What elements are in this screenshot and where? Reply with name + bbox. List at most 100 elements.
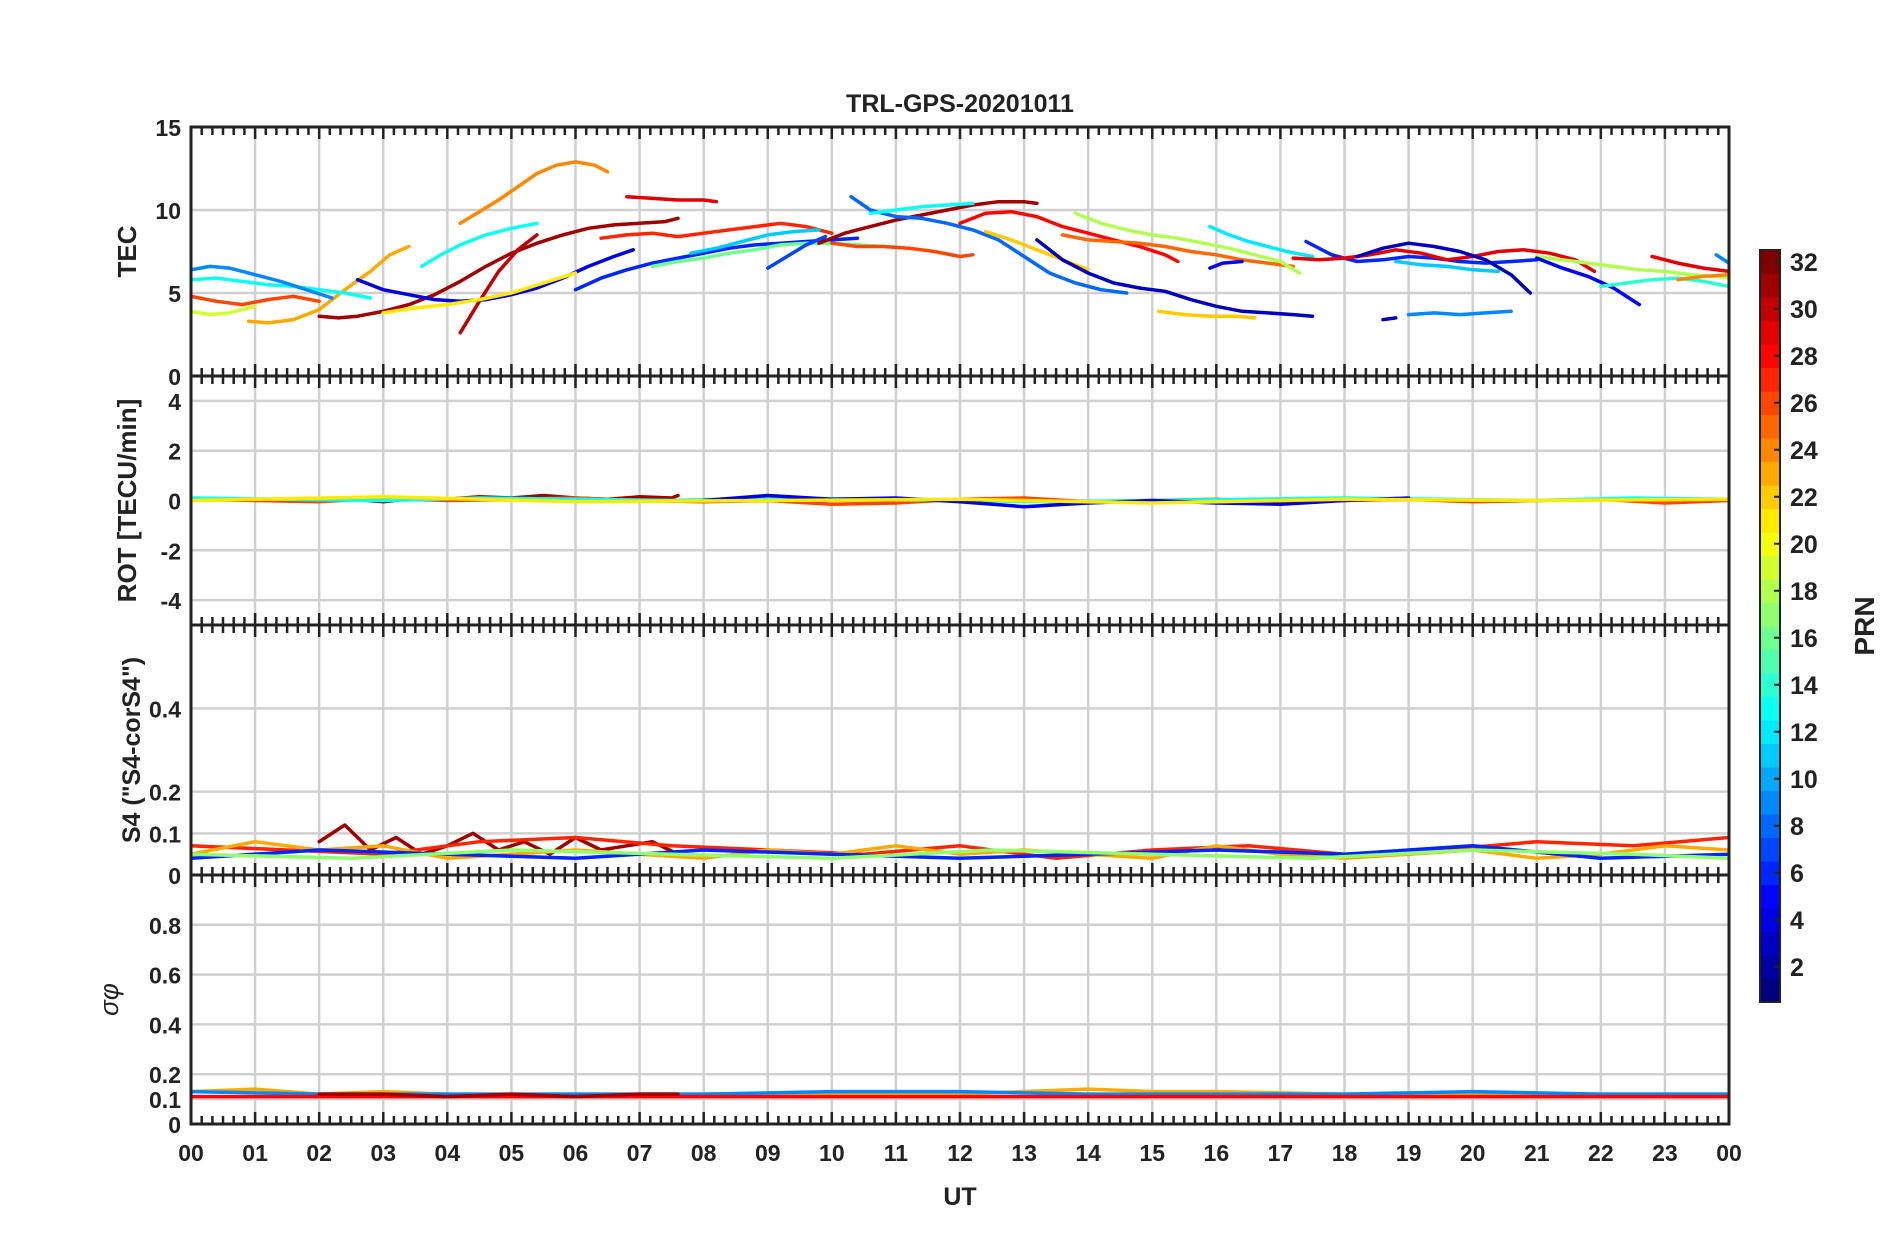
series-prn-3: [1381, 316, 1398, 322]
colorbar-tick-label: 14: [1790, 672, 1818, 700]
colorbar-label: PRN: [1849, 596, 1880, 655]
colorbar-tick-label: 16: [1790, 625, 1818, 653]
colorbar-tick-label: 10: [1790, 766, 1818, 794]
y-axis-label: S4 ("S4-corS4"): [118, 657, 146, 843]
colorbar-band: [1760, 485, 1780, 510]
colorbar-tick-label: 28: [1790, 343, 1818, 371]
series-prn-31: [317, 1092, 680, 1099]
y-tick-label: 0.1: [149, 821, 181, 847]
x-tick-label: 06: [563, 1140, 589, 1166]
x-tick-label: 00: [1716, 1140, 1742, 1166]
series-prn-5: [1535, 256, 1642, 307]
colorbar-band: [1760, 250, 1780, 275]
x-tick-label: 09: [755, 1140, 781, 1166]
colorbar-band: [1760, 579, 1780, 604]
series-group-rot: [191, 493, 1729, 509]
y-tick-label: 0.1: [149, 1087, 181, 1113]
series-prn-26: [830, 241, 975, 259]
series-prn-3: [1355, 241, 1533, 295]
panel-rot: -4 -2 0 2 4 ROT [TECU/min]: [112, 374, 1731, 627]
panel-sigma-phi: 00.10.2 0.4 0.6 0.8 σφ: [94, 873, 1731, 1138]
x-tick-label: 03: [370, 1140, 396, 1166]
colorbar-tick-label: 32: [1790, 249, 1818, 277]
colorbar-tick-label: 2: [1790, 954, 1804, 982]
colorbar-tick-label: 4: [1790, 907, 1804, 935]
x-tick-label: 19: [1396, 1140, 1422, 1166]
panel-s4: 0 0.1 0.2 0.4S4 ("S4-corS4"): [118, 623, 1731, 889]
colorbar-band: [1760, 814, 1780, 839]
colorbar-tick-label: 18: [1790, 578, 1818, 606]
y-tick-label: 5: [168, 281, 181, 307]
series-prn-13: [419, 221, 539, 269]
series-prn-21: [381, 271, 578, 315]
y-tick-label: 0: [168, 863, 181, 889]
x-ticks-s4: [189, 625, 1731, 875]
series-prn-29: [1650, 254, 1729, 274]
x-ticks-sigma-phi: [189, 875, 1731, 1124]
series-prn-9: [191, 264, 334, 300]
colorbar-band: [1760, 626, 1780, 651]
x-tick-label: 16: [1204, 1140, 1230, 1166]
colorbar-band: [1760, 438, 1780, 463]
y-tick-label: 2: [168, 439, 181, 465]
y-tick-label: 4: [168, 389, 181, 415]
panel-tec: 0 5 10 15 TEC: [112, 115, 1731, 390]
x-tick-label: 20: [1460, 1140, 1486, 1166]
colorbar-tick-label: 6: [1790, 860, 1804, 888]
colorbar-tick-label: 26: [1790, 390, 1818, 418]
series-prn-31: [817, 199, 1039, 245]
series-prn-21: [191, 495, 1729, 505]
x-tick-label: 10: [819, 1140, 845, 1166]
series-prn-7: [766, 234, 828, 270]
chart-title: TRL-GPS-20201011: [846, 90, 1074, 118]
series-prn-17: [191, 848, 1729, 861]
series-prn-29: [1291, 248, 1597, 274]
colorbar-band: [1760, 297, 1780, 322]
x-tick-label: 13: [1011, 1140, 1037, 1166]
colorbar-band: [1760, 720, 1780, 745]
colorbar-band: [1760, 367, 1780, 392]
series-prn-9: [1406, 309, 1513, 317]
colorbar-band: [1760, 931, 1780, 956]
colorbar-band: [1760, 555, 1780, 580]
x-tick-label: 15: [1139, 1140, 1165, 1166]
colorbar-band: [1760, 508, 1780, 533]
series-prn-24: [1675, 272, 1729, 282]
y-tick-label: 0.6: [149, 963, 181, 989]
series-group-tec: [191, 160, 1729, 335]
x-tick-label: 01: [242, 1140, 268, 1166]
series-prn-31: [317, 216, 680, 320]
x-tick-label: 21: [1524, 1140, 1550, 1166]
x-tick-label: 08: [691, 1140, 717, 1166]
x-tick-label: 23: [1652, 1140, 1678, 1166]
colorbar-band: [1760, 884, 1780, 909]
x-tick-label: 11: [884, 1140, 909, 1166]
series-prn-11: [689, 228, 821, 255]
y-tick-label: 0.2: [149, 780, 181, 806]
y-tick-label: 0.4: [149, 696, 181, 722]
colorbar-band: [1760, 790, 1780, 815]
y-tick-label: 0.8: [149, 913, 181, 939]
x-tick-label: 12: [947, 1140, 973, 1166]
colorbar-band: [1760, 344, 1780, 369]
colorbar-tick-label: 24: [1790, 437, 1818, 465]
x-tick-label: 14: [1075, 1140, 1101, 1166]
series-prn-26: [191, 294, 321, 307]
x-ticks-rot: [189, 376, 1731, 625]
y-tick-label: 0: [168, 489, 181, 515]
series-group-sigma-phi: [191, 1087, 1729, 1099]
colorbar-band: [1760, 391, 1780, 416]
y-tick-label: 0: [168, 1112, 181, 1138]
series-group-s4: [191, 823, 1729, 861]
colorbar-band: [1760, 602, 1780, 627]
series-prn-22: [1156, 309, 1257, 320]
series-prn-8: [849, 194, 1129, 295]
colorbar-tick-label: 12: [1790, 719, 1818, 747]
colorbar-tick-label: 8: [1790, 813, 1804, 841]
series-prn-29: [625, 194, 719, 204]
series-prn-14: [1599, 276, 1729, 289]
colorbar-band: [1760, 461, 1780, 486]
colorbar-tick-label: 22: [1790, 484, 1818, 512]
